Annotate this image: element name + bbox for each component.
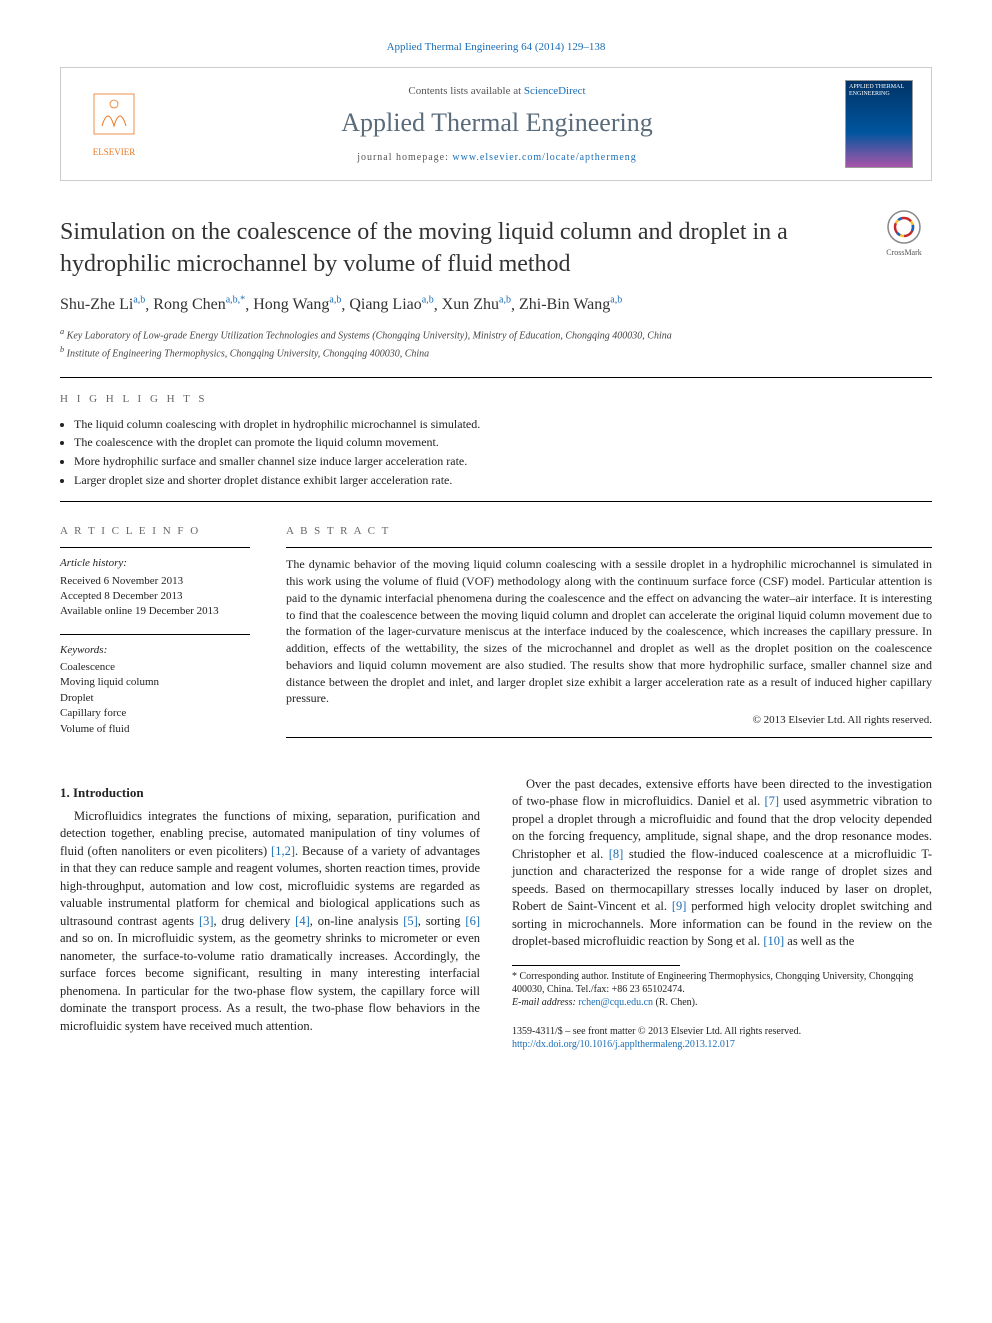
homepage-link[interactable]: www.elsevier.com/locate/apthermeng bbox=[452, 152, 636, 163]
cite-link[interactable]: [5] bbox=[403, 914, 418, 928]
journal-name: Applied Thermal Engineering bbox=[149, 105, 845, 141]
highlights-section: H I G H L I G H T S The liquid column co… bbox=[60, 392, 932, 489]
authors-line: Shu-Zhe Lia,b, Rong Chena,b,*, Hong Wang… bbox=[60, 294, 932, 317]
footnote-separator bbox=[512, 965, 680, 966]
cite-link[interactable]: [8] bbox=[609, 847, 624, 861]
abstract-label: A B S T R A C T bbox=[286, 524, 932, 539]
email-link[interactable]: rchen@cqu.edu.cn bbox=[578, 997, 653, 1008]
highlight-item: More hydrophilic surface and smaller cha… bbox=[74, 453, 932, 470]
body-content: 1. Introduction Microfluidics integrates… bbox=[60, 776, 932, 1051]
journal-cover-thumbnail: APPLIED THERMAL ENGINEERING bbox=[845, 80, 913, 168]
footer-block: 1359-4311/$ – see front matter © 2013 El… bbox=[512, 1025, 932, 1051]
highlights-list: The liquid column coalescing with drople… bbox=[60, 416, 932, 489]
cite-link[interactable]: [3] bbox=[199, 914, 214, 928]
corresponding-author-footnote: * Corresponding author. Institute of Eng… bbox=[512, 970, 932, 1009]
abstract-copyright: © 2013 Elsevier Ltd. All rights reserved… bbox=[286, 713, 932, 728]
intro-paragraph-1: Microfluidics integrates the functions o… bbox=[60, 808, 480, 1036]
cite-link[interactable]: [1,2] bbox=[271, 844, 295, 858]
article-history: Received 6 November 2013Accepted 8 Decem… bbox=[60, 574, 250, 620]
article-title: Simulation on the coalescence of the mov… bbox=[60, 217, 864, 279]
highlight-item: The coalescence with the droplet can pro… bbox=[74, 434, 932, 451]
journal-center-block: Contents lists available at ScienceDirec… bbox=[149, 84, 845, 166]
intro-paragraph-2: Over the past decades, extensive efforts… bbox=[512, 776, 932, 951]
article-info-label: A R T I C L E I N F O bbox=[60, 524, 250, 539]
affiliations: a Key Laboratory of Low-grade Energy Uti… bbox=[60, 326, 932, 361]
keywords-list: CoalescenceMoving liquid columnDropletCa… bbox=[60, 660, 250, 737]
doi-link[interactable]: http://dx.doi.org/10.1016/j.applthermale… bbox=[512, 1039, 735, 1050]
article-info-column: A R T I C L E I N F O Article history: R… bbox=[60, 510, 250, 746]
history-label: Article history: bbox=[60, 556, 250, 571]
contents-line: Contents lists available at ScienceDirec… bbox=[149, 84, 845, 99]
issn-line: 1359-4311/$ – see front matter © 2013 El… bbox=[512, 1025, 932, 1038]
highlights-label: H I G H L I G H T S bbox=[60, 392, 932, 407]
cite-link[interactable]: [4] bbox=[295, 914, 310, 928]
abstract-column: A B S T R A C T The dynamic behavior of … bbox=[286, 510, 932, 746]
divider bbox=[60, 501, 932, 502]
cite-link[interactable]: [6] bbox=[465, 914, 480, 928]
sciencedirect-link[interactable]: ScienceDirect bbox=[524, 85, 586, 97]
cite-link[interactable]: [9] bbox=[672, 899, 687, 913]
cite-link[interactable]: [7] bbox=[764, 794, 779, 808]
highlight-item: The liquid column coalescing with drople… bbox=[74, 416, 932, 433]
cite-link[interactable]: [10] bbox=[763, 934, 784, 948]
citation-header: Applied Thermal Engineering 64 (2014) 12… bbox=[60, 40, 932, 55]
highlight-item: Larger droplet size and shorter droplet … bbox=[74, 472, 932, 489]
crossmark-badge[interactable]: CrossMark bbox=[876, 209, 932, 258]
section-heading-intro: 1. Introduction bbox=[60, 784, 480, 802]
keywords-label: Keywords: bbox=[60, 643, 250, 658]
divider bbox=[60, 377, 932, 378]
abstract-text: The dynamic behavior of the moving liqui… bbox=[286, 556, 932, 707]
homepage-line: journal homepage: www.elsevier.com/locat… bbox=[149, 151, 845, 165]
journal-header-box: ELSEVIER Contents lists available at Sci… bbox=[60, 67, 932, 181]
publisher-logo: ELSEVIER bbox=[79, 89, 149, 159]
